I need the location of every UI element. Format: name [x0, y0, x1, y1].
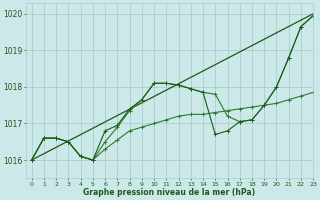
X-axis label: Graphe pression niveau de la mer (hPa): Graphe pression niveau de la mer (hPa) [83, 188, 255, 197]
